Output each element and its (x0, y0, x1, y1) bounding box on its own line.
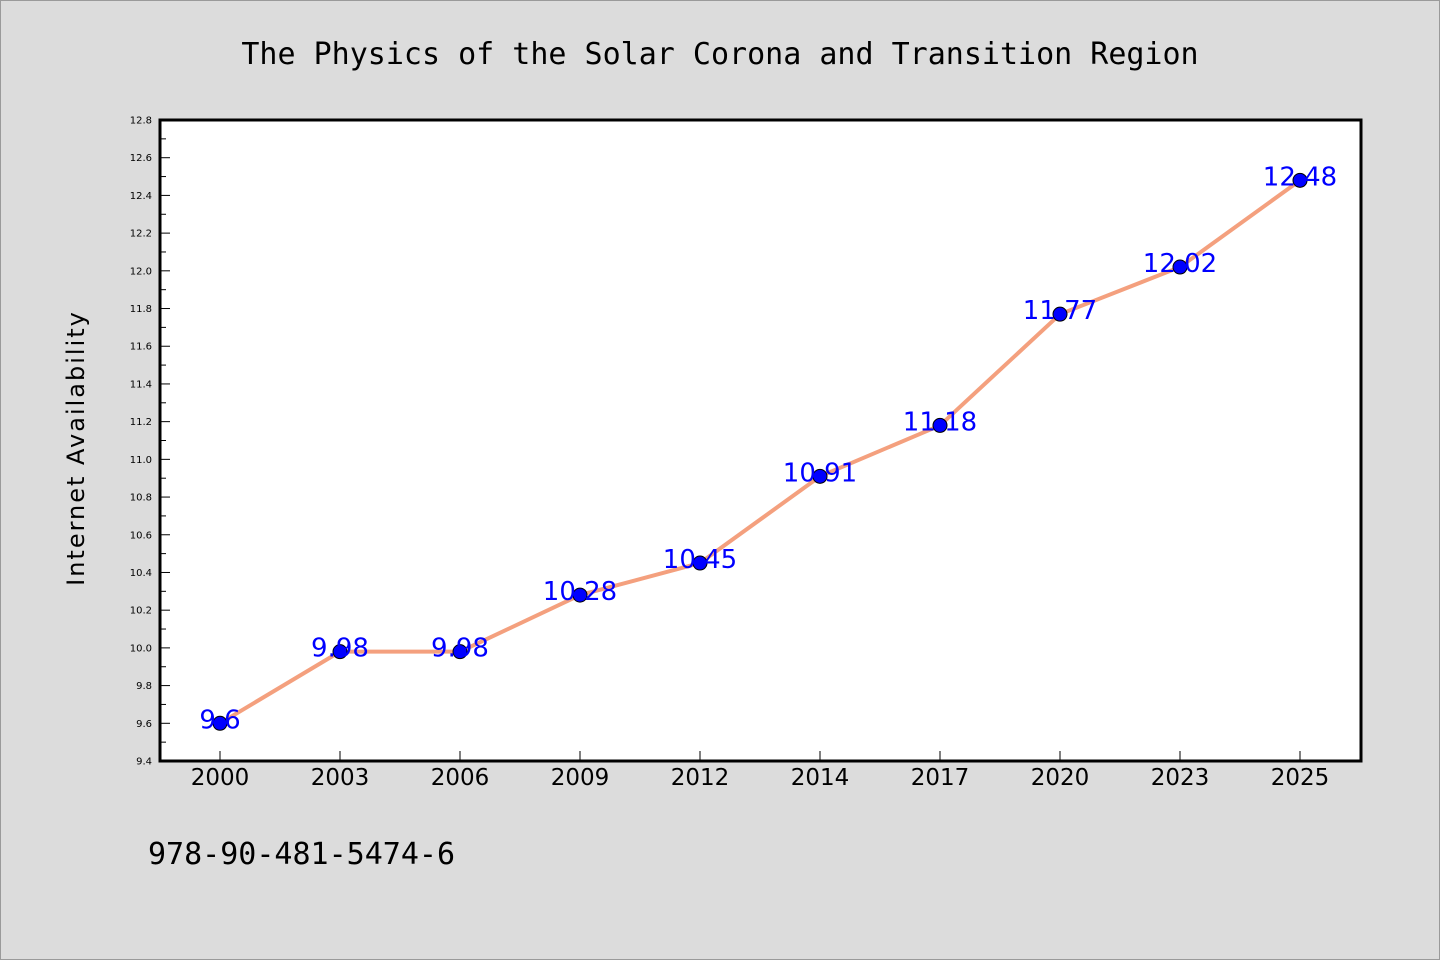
series-line-group (218, 178, 1302, 726)
y-tick-label: 10.6 (130, 530, 152, 541)
y-tick-label: 11.2 (130, 417, 152, 428)
y-tick-label: 12.0 (130, 266, 152, 277)
y-tick-label: 10.0 (130, 643, 152, 654)
y-tick-label: 10.2 (130, 606, 152, 617)
data-labels: 9.6 9.98 9.98 10.28 10.45 10.91 11.18 11.77 12.0… (199, 162, 1337, 735)
data-label: 11.18 (903, 407, 977, 437)
x-tick-label: 2006 (431, 765, 490, 791)
data-label: 9.6 (199, 705, 240, 735)
data-label: 11.77 (1023, 296, 1097, 326)
data-point (812, 468, 828, 484)
x-axis-ticks: 2000 2003 2006 2009 2012 2014 2017 2020 2023 2025 (191, 751, 1330, 791)
y-tick-label: 12.4 (130, 191, 152, 202)
y-tick-label: 9.8 (136, 681, 152, 692)
data-label: 12.48 (1263, 162, 1337, 192)
data-point (1292, 172, 1308, 188)
x-tick-label: 2023 (1151, 765, 1210, 791)
y-tick-label: 9.4 (136, 757, 152, 768)
data-label: 9.98 (311, 634, 369, 664)
data-label: 12.02 (1143, 249, 1217, 279)
y-tick-label: 9.6 (136, 719, 152, 730)
x-tick-label: 2020 (1031, 765, 1090, 791)
data-point (452, 644, 468, 660)
y-tick-label: 11.6 (130, 342, 152, 353)
x-tick-label: 2003 (311, 765, 370, 791)
y-tick-label: 12.8 (130, 116, 152, 127)
data-point (212, 715, 228, 731)
plot-area (160, 120, 1361, 761)
y-tick-label: 10.8 (130, 493, 152, 504)
data-point (1172, 259, 1188, 275)
series-line (218, 178, 1302, 726)
data-point (332, 644, 348, 660)
x-tick-label: 2012 (671, 765, 730, 791)
plot-border (158, 118, 1363, 763)
y-tick-label: 11.4 (130, 379, 152, 390)
x-tick-label: 2014 (791, 765, 850, 791)
y-tick-label: 10.4 (130, 568, 152, 579)
data-label: 9.98 (431, 634, 489, 664)
chart-title: The Physics of the Solar Corona and Tran… (241, 37, 1198, 72)
data-label: 10.45 (663, 545, 737, 575)
data-label: 10.28 (543, 577, 617, 607)
data-point (692, 555, 708, 571)
data-point (1052, 306, 1068, 322)
x-tick-label: 2000 (191, 765, 250, 791)
y-tick-label: 11.0 (130, 455, 152, 466)
y-tick-label: 12.6 (130, 153, 152, 164)
y-axis-label: Internet Availability (62, 310, 90, 586)
isbn-footer: 978-90-481-5474-6 (148, 837, 455, 872)
y-tick-label: 11.8 (130, 304, 152, 315)
data-label: 10.91 (783, 458, 857, 488)
y-tick-label: 12.2 (130, 229, 152, 240)
series-markers (212, 172, 1308, 731)
data-point (572, 587, 588, 603)
x-tick-label: 2009 (551, 765, 610, 791)
x-tick-label: 2017 (911, 765, 970, 791)
data-point (932, 417, 948, 433)
x-tick-label: 2025 (1271, 765, 1330, 791)
y-axis-ticks: 9.4 9.6 9.8 10.0 10.2 10.4 10.6 10.8 11.0 11.2 11.… (130, 116, 170, 768)
